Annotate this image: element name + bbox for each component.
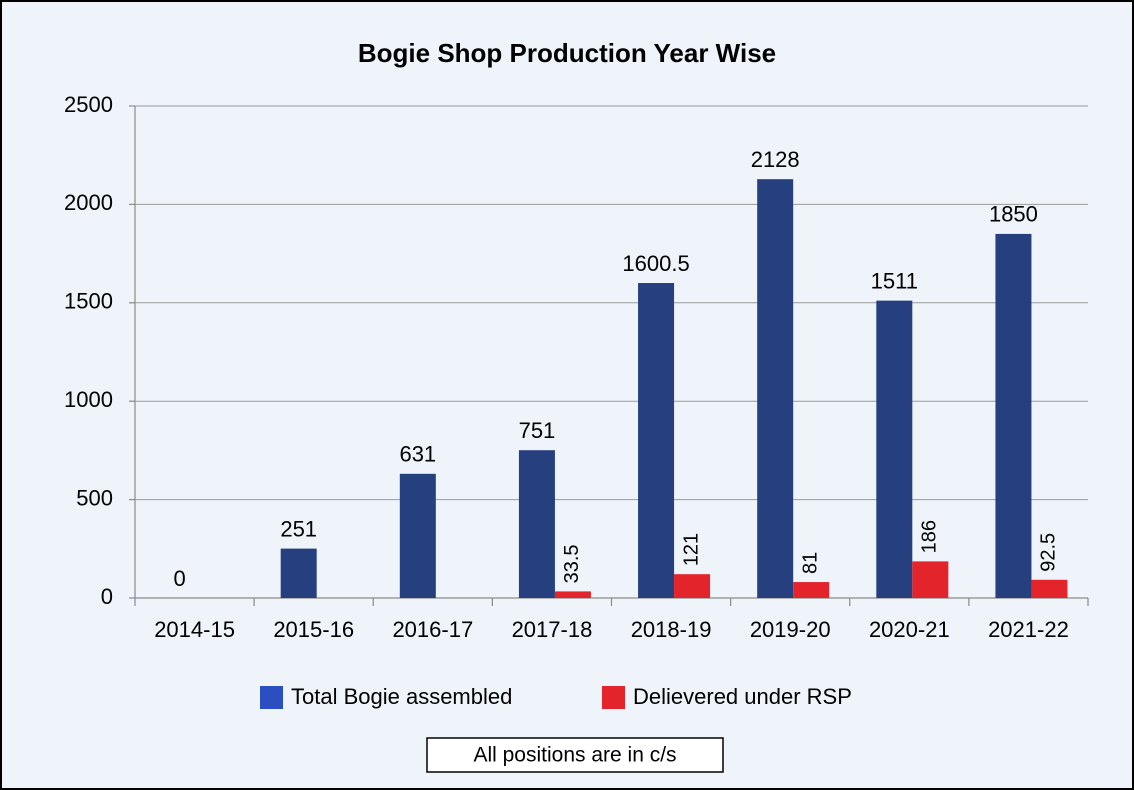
bar: [995, 233, 1032, 599]
data-label: 2128: [751, 147, 800, 172]
x-tick-label: 2017-18: [512, 617, 593, 642]
bar: [674, 574, 711, 598]
data-label: 121: [680, 533, 702, 566]
x-tick-label: 2019-20: [750, 617, 831, 642]
chart-title: Bogie Shop Production Year Wise: [358, 38, 776, 68]
x-tick-label: 2014-15: [154, 617, 235, 642]
y-tick-label: 1000: [64, 387, 113, 412]
legend-label: Delievered under RSP: [633, 684, 852, 709]
bar: [793, 582, 830, 598]
x-tick-label: 2016-17: [392, 617, 473, 642]
data-label: 1600.5: [622, 251, 689, 276]
x-tick-label: 2015-16: [273, 617, 354, 642]
bar: [280, 548, 317, 598]
bar: [638, 283, 675, 598]
annotation-box: [426, 737, 724, 773]
data-label: 33.5: [561, 544, 583, 583]
x-tick-label: 2018-19: [631, 617, 712, 642]
bar: [554, 591, 591, 598]
data-label: 251: [280, 516, 317, 541]
data-label: 0: [173, 566, 185, 591]
bar: [876, 300, 913, 598]
x-tick-label: 2021-22: [988, 617, 1069, 642]
data-label: 631: [399, 442, 436, 467]
y-tick-label: 0: [101, 584, 113, 609]
y-tick-label: 1500: [64, 289, 113, 314]
y-tick-label: 2500: [64, 92, 113, 117]
data-label: 81: [799, 552, 821, 574]
bar: [757, 179, 794, 598]
bar: [518, 450, 555, 598]
data-label: 751: [519, 418, 556, 443]
legend-swatch: [260, 686, 283, 709]
data-label: 186: [919, 520, 941, 553]
x-tick-label: 2020-21: [869, 617, 950, 642]
data-label: 1511: [871, 268, 918, 293]
bar: [399, 473, 436, 598]
annotation: All positions are in c/s: [473, 744, 676, 767]
y-tick-label: 2000: [64, 190, 113, 215]
y-tick-label: 500: [76, 485, 113, 510]
legend-swatch: [602, 686, 625, 709]
bar: [912, 561, 949, 598]
data-label: 1850: [989, 202, 1038, 227]
bar: [1031, 579, 1068, 598]
legend-label: Total Bogie assembled: [291, 684, 512, 709]
data-label: 92.5: [1038, 533, 1060, 572]
